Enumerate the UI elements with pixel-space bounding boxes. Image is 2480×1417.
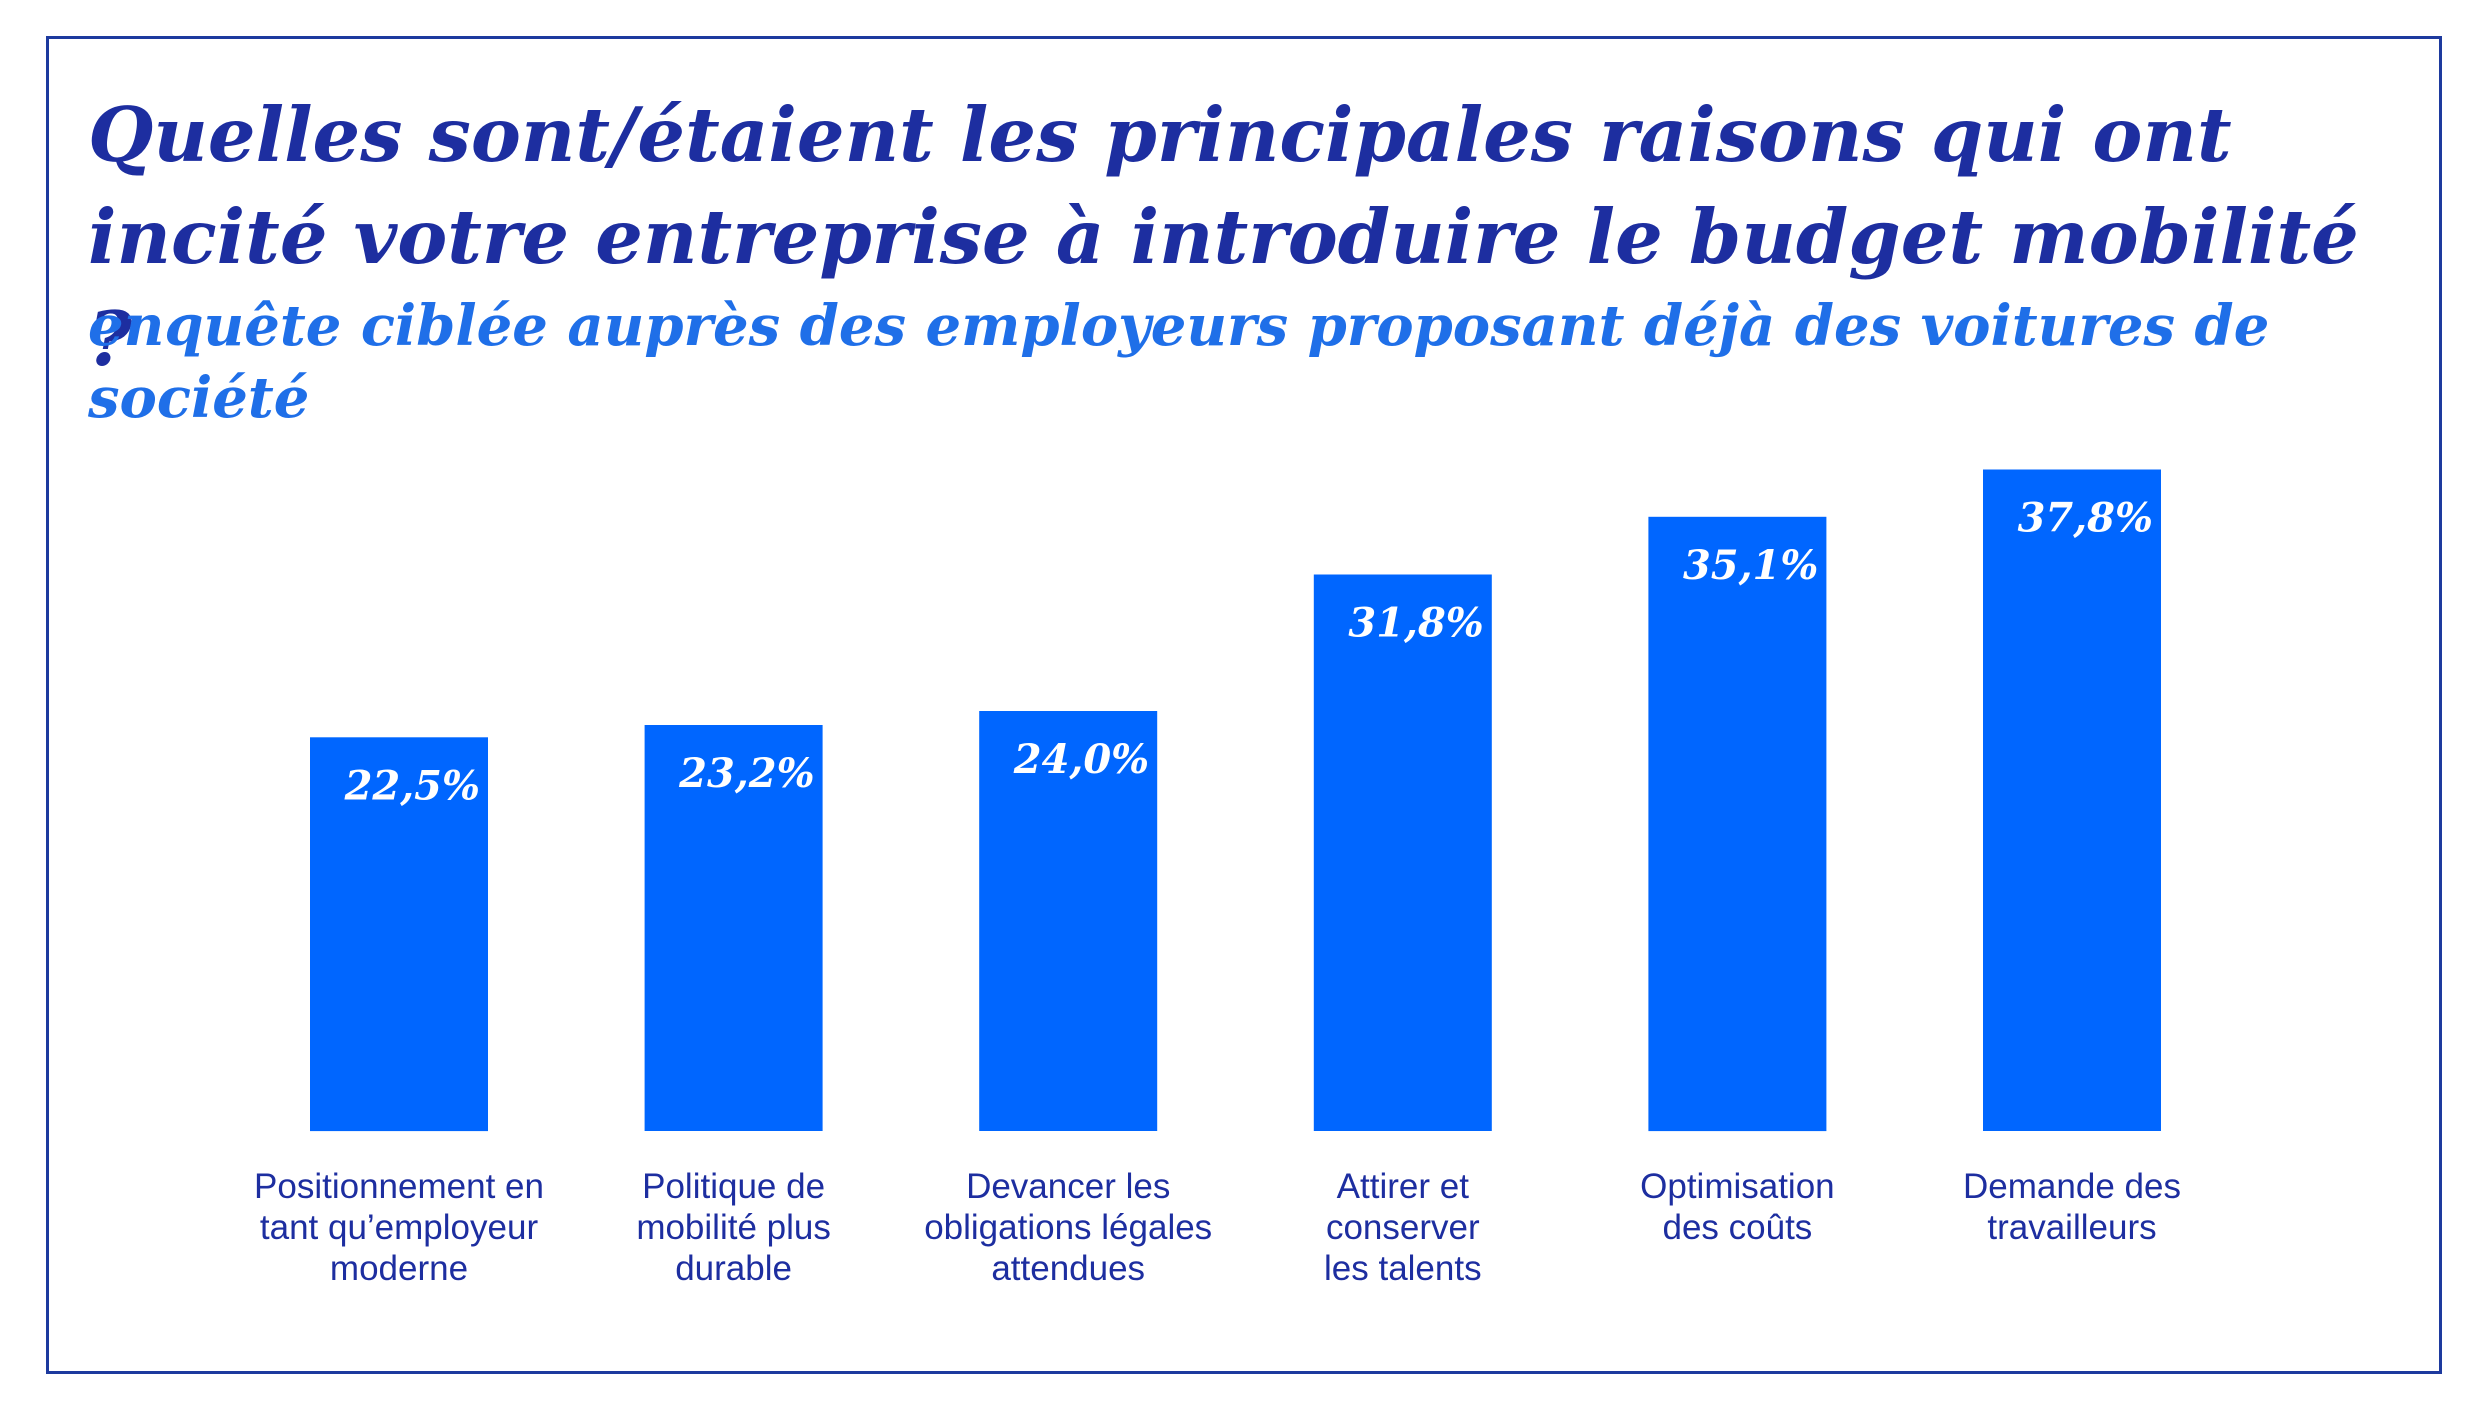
category-label: Politique de: [642, 1167, 825, 1206]
bar-value-label: 24,0%: [1013, 736, 1149, 783]
category-label: durable: [675, 1249, 792, 1288]
bar-value-label: 22,5%: [344, 762, 480, 809]
bar-5: [1648, 516, 1827, 1132]
bar-6: [1983, 469, 2161, 1131]
bar-3: [979, 711, 1158, 1131]
category-label: Devancer les: [966, 1167, 1170, 1206]
category-label: attendues: [991, 1249, 1145, 1288]
category-label: travailleurs: [1987, 1208, 2156, 1247]
category-label: conserver: [1326, 1208, 1480, 1247]
category-label: mobilité plus: [636, 1208, 831, 1247]
bar-value-label: 37,8%: [2018, 495, 2153, 542]
bar-value-label: 23,2%: [678, 750, 814, 797]
category-label: obligations légales: [924, 1208, 1212, 1247]
category-label: moderne: [330, 1249, 468, 1288]
chart-frame: [46, 36, 2442, 1374]
category-label: Optimisation: [1640, 1167, 1835, 1206]
category-label: tant qu’employeur: [260, 1208, 539, 1247]
bar-value-label: 31,8%: [1348, 600, 1483, 647]
category-label: les talents: [1324, 1249, 1482, 1288]
bar-4: [1313, 574, 1492, 1131]
bar-1: [310, 737, 488, 1132]
category-label: Demande des: [1963, 1167, 2181, 1206]
chart-subtitle: enquête ciblée auprès des employeurs pro…: [88, 293, 2270, 431]
chart-title: Quelles sont/étaient les principales rai…: [88, 91, 2359, 383]
category-label: des coûts: [1662, 1208, 1812, 1247]
category-label: Attirer et: [1337, 1167, 1470, 1206]
bar-2: [644, 725, 823, 1131]
bar-value-label: 35,1%: [1683, 542, 1818, 589]
category-label: Positionnement en: [254, 1167, 544, 1206]
